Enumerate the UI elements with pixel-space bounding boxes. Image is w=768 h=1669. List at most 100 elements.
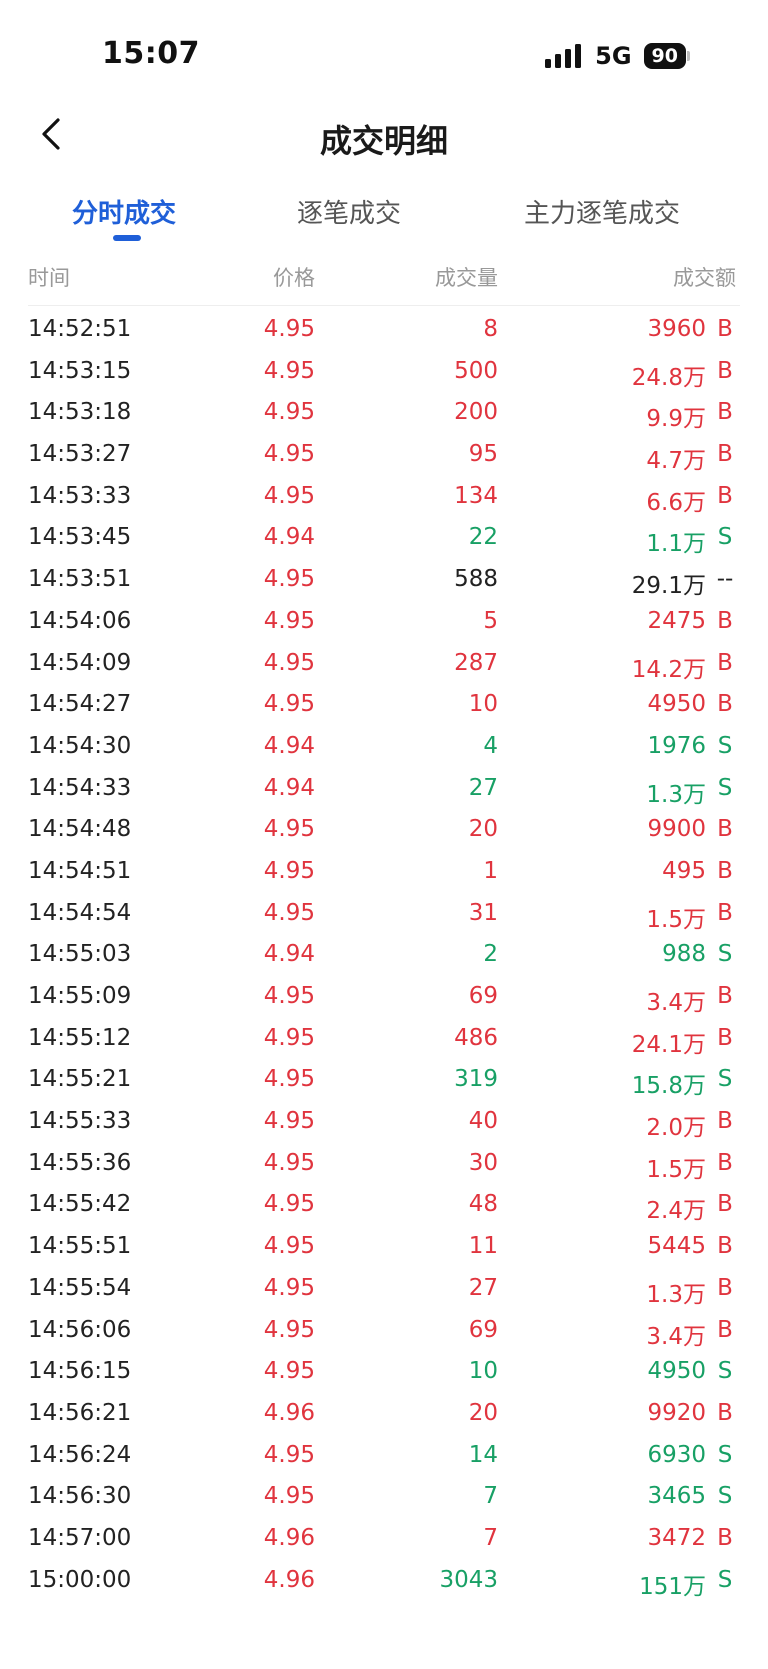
trade-amount: 151万: [639, 1573, 706, 1600]
trade-side: B: [717, 1108, 733, 1135]
table-row: 14:56:21 4.96 20 9920 B: [0, 1394, 768, 1436]
tab-bar: 分时成交 逐笔成交 主力逐笔成交: [0, 185, 768, 245]
trade-side: B: [717, 816, 733, 843]
trade-time: 14:55:36: [28, 1149, 132, 1176]
trade-amount: 988: [662, 941, 706, 968]
trade-side: B: [717, 316, 733, 342]
trade-volume: 8: [483, 316, 498, 342]
trade-side: B: [717, 1524, 733, 1551]
trade-side: S: [717, 1441, 733, 1468]
trade-volume: 20: [468, 1399, 498, 1426]
trade-amount: 9.9万: [646, 406, 706, 433]
trade-amount: 6.6万: [646, 489, 706, 516]
status-indicators: 5G 90: [545, 40, 690, 72]
trade-price: 4.95: [263, 1483, 315, 1510]
trade-volume: 69: [468, 1316, 498, 1343]
trade-side: --: [716, 566, 734, 593]
trade-side: S: [717, 774, 733, 801]
trade-time: 14:54:51: [28, 857, 132, 884]
trade-amount: 9920: [647, 1399, 706, 1426]
tab-time-share-trades[interactable]: 分时成交: [72, 199, 177, 229]
table-row: 14:53:15 4.95 500 24.8万 B: [0, 352, 768, 394]
trade-side: B: [717, 1399, 733, 1426]
trade-price: 4.95: [263, 816, 315, 843]
trade-amount: 2.4万: [646, 1198, 706, 1225]
trade-price: 4.95: [263, 316, 315, 342]
trade-volume: 48: [468, 1191, 498, 1218]
trade-side: S: [717, 732, 733, 759]
trade-side: B: [717, 1233, 733, 1260]
trade-time: 14:55:51: [28, 1233, 132, 1260]
trade-amount: 3472: [647, 1524, 706, 1551]
table-row: 14:54:09 4.95 287 14.2万 B: [0, 644, 768, 686]
trade-time: 14:53:18: [28, 399, 132, 426]
trade-time: 14:54:48: [28, 816, 132, 843]
table-row: 14:55:42 4.95 48 2.4万 B: [0, 1185, 768, 1227]
trade-volume: 500: [454, 357, 498, 384]
trade-price: 4.96: [263, 1524, 315, 1551]
trade-amount: 4950: [647, 691, 706, 718]
trade-side: S: [717, 1358, 733, 1385]
table-row: 14:53:27 4.95 95 4.7万 B: [0, 435, 768, 477]
trade-price: 4.95: [263, 566, 315, 593]
status-time: 15:07: [102, 36, 200, 71]
battery-level: 90: [643, 43, 686, 69]
signal-icon: [545, 44, 582, 68]
trade-time: 14:54:06: [28, 607, 132, 634]
network-label: 5G: [595, 42, 632, 70]
tab-main-force-trades[interactable]: 主力逐笔成交: [524, 199, 681, 229]
trade-volume: 5: [483, 607, 498, 634]
trade-price: 4.95: [263, 1358, 315, 1385]
trade-time: 14:56:15: [28, 1358, 132, 1385]
trade-price: 4.95: [263, 1274, 315, 1301]
trade-price: 4.95: [263, 983, 315, 1009]
trade-time: 14:54:54: [28, 899, 132, 926]
table-row: 14:53:18 4.95 200 9.9万 B: [0, 393, 768, 435]
trade-volume: 10: [468, 691, 498, 718]
trade-amount: 1.5万: [646, 1156, 706, 1183]
table-row: 14:53:45 4.94 22 1.1万 S: [0, 518, 768, 560]
trade-time: 14:55:21: [28, 1066, 132, 1093]
trade-volume: 486: [454, 1024, 498, 1051]
table-row: 14:54:33 4.94 27 1.3万 S: [0, 769, 768, 811]
trade-price: 4.95: [263, 1024, 315, 1051]
back-arrow-icon[interactable]: [34, 114, 74, 154]
table-row: 14:52:51 4.95 8 3960 B: [0, 310, 768, 352]
trade-side: S: [717, 1066, 733, 1093]
table-row: 14:55:12 4.95 486 24.1万 B: [0, 1019, 768, 1061]
trade-price: 4.94: [263, 524, 315, 551]
table-header: 时间 价格 成交量 成交额: [0, 258, 768, 304]
active-tab-indicator: [113, 235, 141, 241]
header-price: 价格: [273, 266, 315, 290]
trade-side: B: [717, 983, 733, 1009]
trade-volume: 1: [483, 857, 498, 884]
trade-price: 4.95: [263, 399, 315, 426]
header-time: 时间: [28, 266, 70, 290]
trade-price: 4.95: [263, 441, 315, 468]
tab-tick-trades[interactable]: 逐笔成交: [297, 199, 402, 229]
trade-side: B: [717, 1024, 733, 1051]
trade-volume: 11: [468, 1233, 498, 1260]
trade-amount: 3.4万: [646, 1323, 706, 1350]
table-row: 14:54:54 4.95 31 1.5万 B: [0, 894, 768, 936]
trade-side: B: [717, 607, 733, 634]
page-title: 成交明细: [319, 122, 448, 160]
trade-price: 4.95: [263, 1149, 315, 1176]
trade-time: 14:53:33: [28, 482, 132, 509]
trade-amount: 4.7万: [646, 448, 706, 475]
trade-time: 14:55:42: [28, 1191, 132, 1218]
trade-side: S: [717, 941, 733, 968]
trade-list[interactable]: 14:52:51 4.95 8 3960 B 14:53:15 4.95 500 24.8万 B 1…: [0, 310, 768, 1602]
trade-amount: 3465: [647, 1483, 706, 1510]
trade-amount: 5445: [647, 1233, 706, 1260]
trade-price: 4.95: [263, 691, 315, 718]
trade-price: 4.95: [263, 649, 315, 676]
table-row: 14:54:48 4.95 20 9900 B: [0, 810, 768, 852]
trade-time: 14:54:30: [28, 732, 132, 759]
header-volume: 成交量: [435, 266, 498, 290]
header-amount: 成交额: [673, 266, 736, 290]
trade-volume: 3043: [439, 1566, 498, 1593]
trade-price: 4.95: [263, 607, 315, 634]
trade-time: 14:55:33: [28, 1108, 132, 1135]
trade-price: 4.94: [263, 774, 315, 801]
